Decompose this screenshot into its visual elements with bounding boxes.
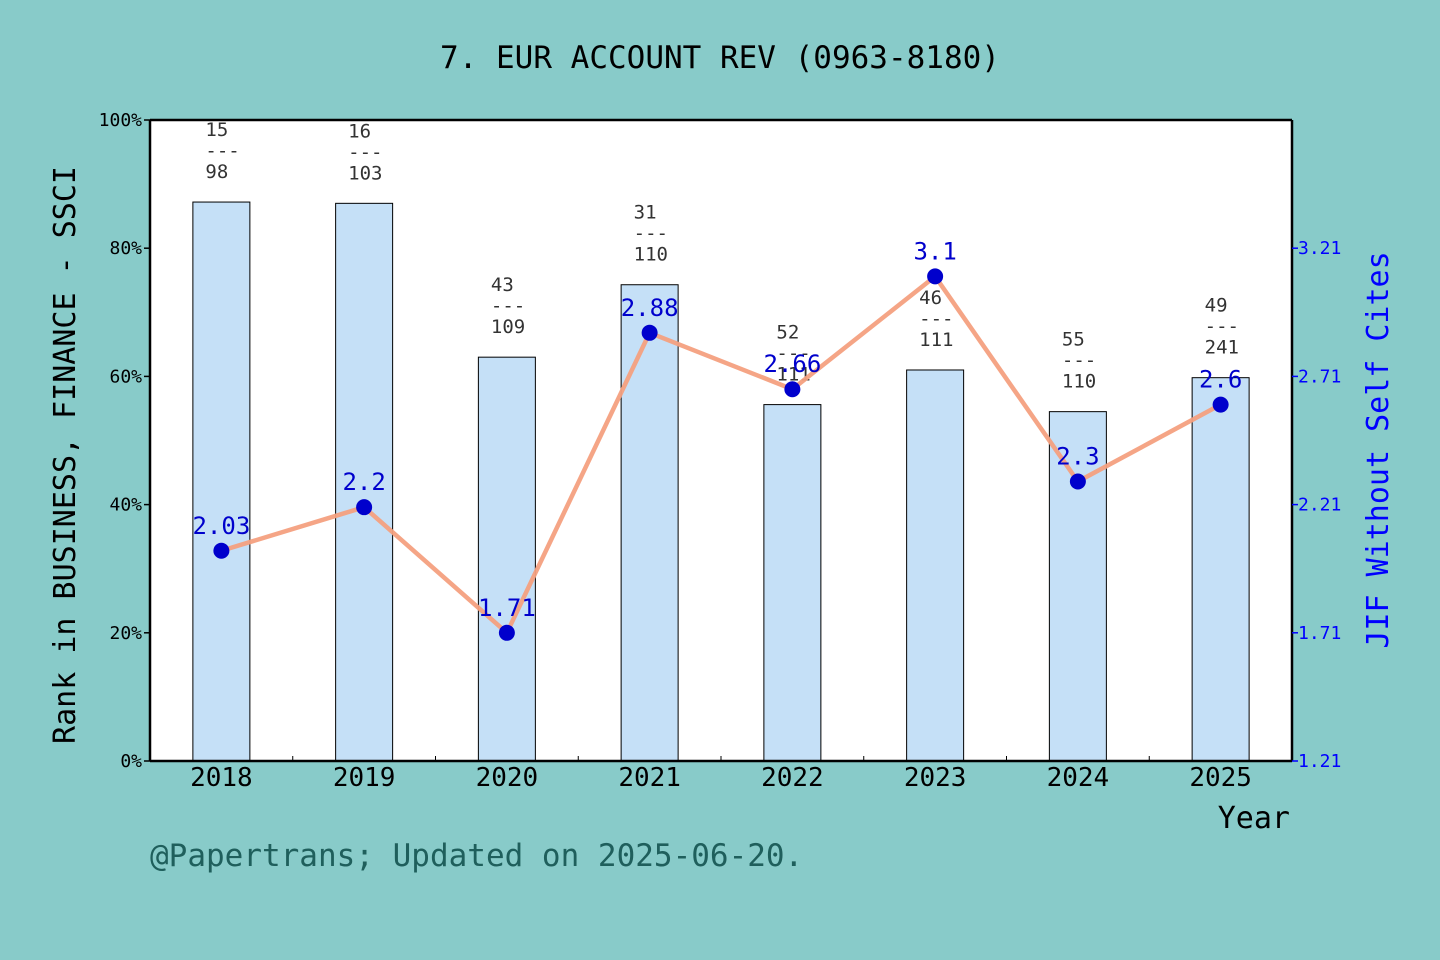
jif-value-label-2018: 2.03 [192,512,250,540]
right-tick-label-1: 1.71 [1298,623,1341,644]
bar-2021 [620,284,679,762]
rank-separator-2021: --- [634,223,668,245]
y2-axis-title: JIF Without Self Cites [1361,251,1396,648]
jif-point-2021 [641,324,658,341]
jif-point-2019 [356,499,373,516]
rank-separator-2020: --- [491,295,525,317]
rank-separator-2019: --- [348,141,382,163]
rank-separator-2023: --- [919,308,953,330]
jif-value-label-2025: 2.6 [1199,366,1242,394]
jif-value-label-2020: 1.71 [478,594,536,622]
bar-2020 [477,356,536,762]
rank-separator-2024: --- [1062,350,1096,372]
right-tick-label-3: 2.71 [1298,366,1341,387]
rank-label-2025: 49 [1205,295,1228,317]
jif-value-label-2021: 2.88 [621,294,679,322]
jif-value-label-2024: 2.3 [1056,443,1099,471]
rank-separator-2025: --- [1205,316,1239,338]
x-ticks: 2018 2019 2020 2021 2022 2023 2024 2025 [190,756,1252,793]
rank-total-2019: 103 [348,162,382,184]
rank-separator-2022: --- [776,343,810,365]
rank-separator-2018: --- [205,140,239,162]
bar-2025 [1191,377,1250,762]
rank-total-2023: 111 [919,329,953,351]
rank-label-2024: 55 [1062,329,1085,351]
rank-labels: 15---9816---10343---10931---11052---1114… [205,119,1239,393]
bar-2022 [763,404,822,762]
x-tick-label-2022: 2022 [761,763,824,793]
right-tick-label-0: 1.21 [1298,751,1341,772]
rank-total-2025: 241 [1205,337,1239,359]
x-tick-label-2018: 2018 [190,763,253,793]
x-tick-label-2019: 2019 [333,763,396,793]
left-tick-label-2: 40% [109,495,142,516]
left-tick-label-3: 60% [109,366,142,387]
rank-label-2018: 15 [205,119,228,141]
jif-point-2024 [1069,473,1086,490]
jif-point-2025 [1212,396,1229,413]
right-tick-label-2: 2.21 [1298,495,1341,516]
bar-series [192,201,1250,762]
rank-label-2022: 52 [776,322,799,344]
right-tick-label-4: 3.21 [1298,238,1341,259]
rank-total-2018: 98 [205,161,228,183]
rank-label-2021: 31 [634,202,657,224]
jif-series: 2.03 2.2 1.71 2.88 2.66 3.1 2.3 2.6 [192,237,1242,641]
x-tick-label-2020: 2020 [476,763,539,793]
jif-point-2023 [927,268,944,285]
x-tick-label-2023: 2023 [904,763,967,793]
jif-point-2018 [213,542,230,559]
rank-label-2019: 16 [348,120,371,142]
jif-line [220,274,1222,636]
left-tick-label-4: 80% [109,238,142,259]
rank-label-2020: 43 [491,274,514,296]
rank-label-2023: 46 [919,287,942,309]
x-axis-title: Year [1218,801,1290,836]
rank-total-2021: 110 [634,244,668,266]
rank-total-2020: 109 [491,316,525,338]
y-axis-title: Rank in BUSINESS, FINANCE - SSCI [48,166,83,744]
x-tick-label-2021: 2021 [618,763,681,793]
footer-text: @Papertrans; Updated on 2025-06-20. [150,838,803,874]
jif-value-label-2023: 3.1 [913,237,956,265]
left-tick-label-0: 0% [120,751,142,772]
jif-point-2022 [784,381,801,398]
left-tick-label-5: 100% [99,110,143,131]
plot-area [150,120,1292,761]
left-tick-label-1: 20% [109,623,142,644]
bar-2019 [335,202,394,762]
x-tick-label-2025: 2025 [1189,763,1252,793]
chart-title: 7. EUR ACCOUNT REV (0963-8180) [440,40,1000,76]
jif-value-label-2022: 2.66 [763,350,821,378]
jif-value-label-2019: 2.2 [342,468,385,496]
right-y-ticks: 1.21 1.71 2.21 2.71 3.21 [1292,238,1341,772]
bar-2023 [906,369,965,762]
bar-2018 [192,201,251,762]
jif-point-2020 [498,624,515,641]
left-y-ticks: 0% 20% 40% 60% 80% 100% [99,110,150,772]
x-tick-label-2024: 2024 [1047,763,1110,793]
rank-total-2024: 110 [1062,371,1096,393]
